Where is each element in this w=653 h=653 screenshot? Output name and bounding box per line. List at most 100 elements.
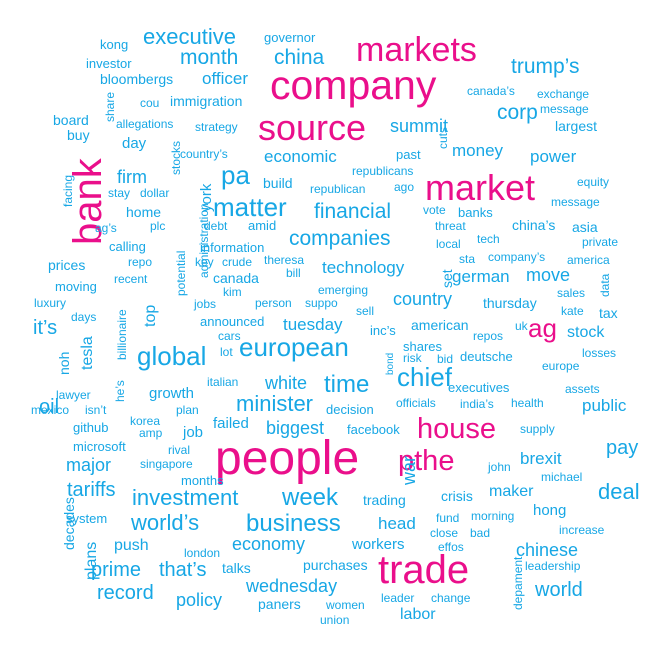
cloud-word: recent [114, 272, 148, 286]
cloud-word: global [137, 341, 207, 371]
cloud-word: financial [314, 200, 392, 223]
cloud-word: technology [322, 258, 405, 277]
cloud-word: workers [352, 536, 405, 553]
cloud-word: that’s [159, 559, 207, 581]
cloud-word: exchange [537, 87, 590, 101]
cloud-word: thursday [483, 295, 537, 311]
cloud-word: china’s [512, 217, 556, 233]
cloud-word: trading [363, 492, 406, 508]
cloud-word: key [195, 255, 214, 269]
cloud-word: stay [108, 186, 131, 200]
cloud-word: investor [86, 56, 132, 71]
cloud-word: india’s [460, 397, 494, 411]
cloud-word: pa [221, 160, 250, 190]
cloud-word: allegations [116, 117, 174, 131]
cloud-word: tuesday [283, 315, 343, 334]
cloud-word: deal [598, 479, 640, 504]
cloud-word: cuts [436, 126, 450, 149]
cloud-word: record [97, 582, 154, 604]
cloud-word: prices [48, 257, 86, 273]
cloud-word: company [270, 62, 437, 108]
cloud-word: markets [356, 31, 477, 69]
cloud-word: asia [572, 219, 598, 235]
cloud-word: data [598, 273, 612, 297]
cloud-word: bid [437, 352, 454, 366]
cloud-word: system [66, 511, 108, 526]
cloud-word: amp [139, 426, 163, 440]
cloud-word: fund [436, 511, 460, 525]
cloud-word: noh [56, 351, 72, 375]
cloud-word: hong [533, 502, 567, 519]
cloud-word: emerging [318, 283, 369, 297]
cloud-word: pay [606, 437, 639, 459]
cloud-word: governor [264, 30, 316, 45]
cloud-word: american [411, 317, 469, 333]
cloud-word: information [200, 240, 265, 255]
cloud-word: sell [356, 304, 375, 318]
cloud-word: pthe [398, 445, 455, 477]
cloud-word: john [488, 460, 511, 474]
cloud-word: company’s [488, 250, 546, 264]
cloud-word: banks [458, 205, 493, 220]
cloud-word: ag’s [95, 221, 117, 235]
cloud-word: microsoft [73, 439, 126, 454]
cloud-word: investment [132, 485, 239, 510]
cloud-word: europe [542, 359, 580, 373]
cloud-word: bad [470, 526, 491, 540]
cloud-word: failed [213, 415, 249, 432]
cloud-word: immigration [170, 93, 243, 109]
cloud-word: tech [477, 232, 500, 246]
cloud-word: public [582, 396, 627, 415]
cloud-word: repo [128, 255, 153, 269]
cloud-word: union [320, 613, 350, 627]
cloud-word: assets [565, 382, 600, 396]
cloud-word: executive [143, 24, 236, 49]
cloud-word: shares [403, 339, 443, 354]
cloud-word: china [274, 46, 325, 69]
cloud-word: share [103, 91, 117, 122]
cloud-word: uk [515, 319, 528, 333]
cloud-word: close [430, 526, 459, 540]
cloud-word: kate [561, 304, 584, 318]
cloud-word: day [122, 135, 147, 152]
cloud-word: dollar [140, 186, 170, 200]
cloud-word: european [239, 332, 349, 362]
cloud-word: wednesday [246, 576, 338, 596]
cloud-word: crude [222, 255, 253, 269]
cloud-word: moving [55, 279, 97, 294]
cloud-word: major [66, 455, 112, 475]
cloud-word: brexit [520, 449, 562, 468]
cloud-word: women [326, 598, 365, 612]
cloud-word: days [71, 310, 97, 324]
cloud-word: rival [168, 443, 191, 457]
cloud-word: america [567, 253, 610, 267]
cloud-word: bloombergs [100, 71, 174, 87]
cloud-word: luxury [34, 296, 67, 310]
cloud-word: ag [528, 313, 557, 343]
cloud-word: bill [286, 266, 301, 280]
cloud-word: kong [100, 37, 129, 52]
cloud-word: lawyer [56, 388, 91, 402]
cloud-word: billionaire [115, 309, 129, 360]
cloud-word: plan [176, 403, 199, 417]
cloud-word: chief [397, 362, 452, 392]
cloud-word: trade [378, 548, 470, 592]
cloud-word: crisis [441, 488, 473, 504]
cloud-word: paners [258, 596, 301, 612]
cloud-word: canada [213, 270, 259, 286]
cloud-word: stock [567, 324, 605, 341]
cloud-word: he’s [113, 380, 127, 402]
cloud-word: months [181, 473, 224, 488]
cloud-word: korea [130, 414, 161, 428]
cloud-word: firm [117, 167, 147, 187]
cloud-word: potential [174, 250, 188, 296]
cloud-word: message [540, 102, 589, 116]
cloud-word: board [53, 112, 89, 128]
cloud-word: london [184, 546, 221, 560]
cloud-word: maker [489, 483, 534, 500]
cloud-word: move [526, 265, 571, 285]
cloud-word: inc’s [370, 323, 396, 338]
cloud-word: build [263, 175, 293, 191]
cloud-word: source [258, 107, 367, 148]
cloud-word: german [452, 267, 510, 286]
